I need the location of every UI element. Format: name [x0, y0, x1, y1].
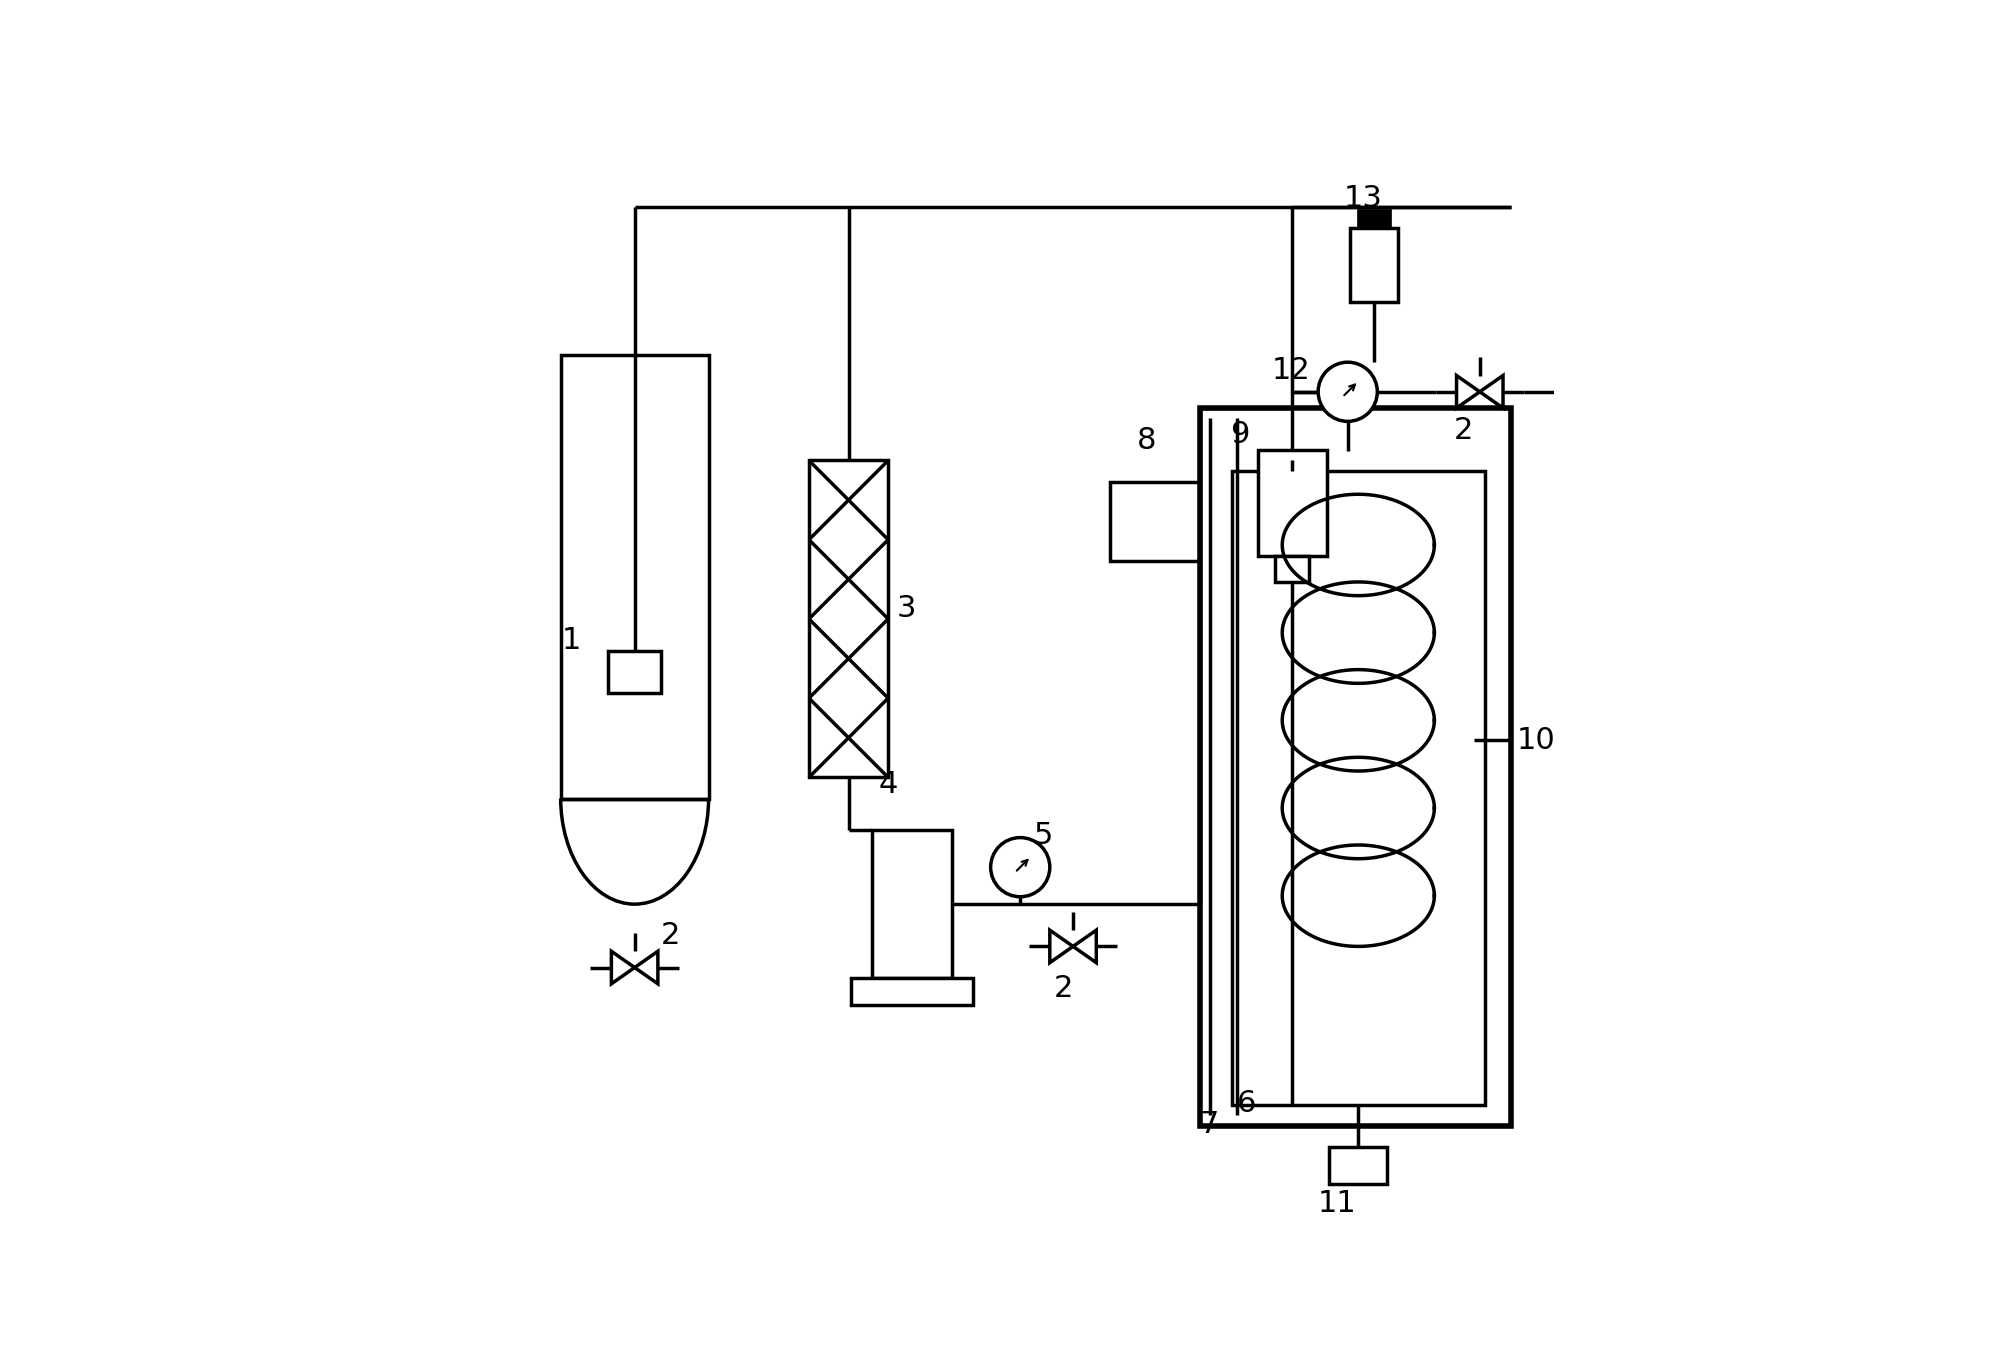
Bar	[560, 355, 708, 799]
Text: 13: 13	[1345, 184, 1383, 213]
Polygon shape	[612, 951, 634, 984]
Polygon shape	[1481, 376, 1503, 407]
Polygon shape	[634, 951, 658, 984]
Polygon shape	[1073, 930, 1097, 963]
Polygon shape	[1051, 930, 1073, 963]
Text: 10: 10	[1517, 726, 1555, 755]
Circle shape	[1319, 362, 1377, 421]
Text: 8: 8	[1137, 427, 1157, 456]
Bar	[1275, 556, 1309, 582]
Bar	[1329, 1147, 1387, 1184]
Text: 3: 3	[896, 594, 916, 623]
Text: 2: 2	[660, 922, 680, 951]
Bar	[1351, 228, 1399, 302]
Text: 4: 4	[878, 770, 898, 799]
Text: 1: 1	[562, 626, 580, 654]
Text: 5: 5	[1035, 820, 1053, 851]
Bar	[1231, 471, 1485, 1104]
Bar	[808, 461, 888, 778]
Polygon shape	[1457, 376, 1481, 407]
Bar	[608, 650, 660, 693]
Text: 9: 9	[1231, 420, 1249, 449]
Text: 2: 2	[1055, 974, 1073, 1003]
Bar	[850, 978, 972, 1004]
Text: 11: 11	[1319, 1190, 1357, 1218]
Bar	[872, 830, 952, 978]
Text: 2: 2	[1455, 416, 1473, 445]
Bar	[1357, 209, 1391, 228]
Bar	[1259, 450, 1327, 556]
Bar	[1111, 482, 1231, 561]
Text: 7: 7	[1201, 1110, 1219, 1139]
Bar	[1201, 407, 1511, 1126]
Text: 6: 6	[1237, 1089, 1257, 1118]
Circle shape	[990, 837, 1051, 897]
Text: 12: 12	[1273, 357, 1311, 386]
